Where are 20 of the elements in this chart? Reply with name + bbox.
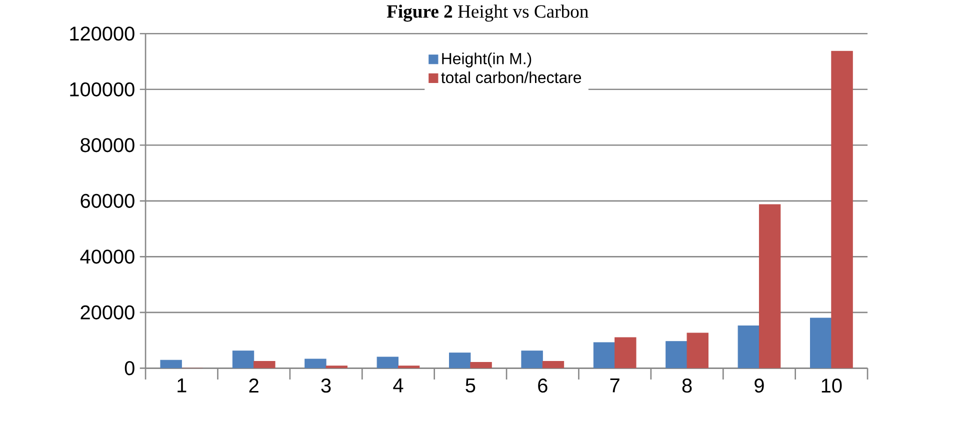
y-tick-label: 20000 bbox=[80, 305, 134, 320]
x-tick-label: 9 bbox=[754, 378, 764, 393]
y-tick-label: 120000 bbox=[70, 26, 134, 41]
x-tick-label: 10 bbox=[822, 378, 842, 393]
y-tick-label: 80000 bbox=[80, 138, 134, 152]
x-tick-label: 5 bbox=[466, 378, 476, 392]
x-tick-label: 2 bbox=[249, 378, 258, 393]
legend-label: Height(in M.) bbox=[442, 52, 532, 68]
x-tick-label: 3 bbox=[321, 378, 331, 393]
legend-label: total carbon/hectare bbox=[441, 72, 582, 84]
x-tick-label: 4 bbox=[393, 378, 404, 392]
x-tick-label: 7 bbox=[610, 378, 620, 392]
x-tick-label: 6 bbox=[538, 378, 548, 393]
y-tick-label: 60000 bbox=[80, 194, 134, 208]
x-tick-label: 1 bbox=[178, 378, 186, 392]
y-tick-label: 0 bbox=[124, 361, 134, 376]
y-tick-label: 40000 bbox=[80, 250, 134, 264]
x-tick-label: 8 bbox=[682, 378, 692, 393]
chart-title: Figure 2 Height vs Carbon bbox=[386, 4, 588, 22]
y-tick-label: 100000 bbox=[70, 82, 134, 96]
